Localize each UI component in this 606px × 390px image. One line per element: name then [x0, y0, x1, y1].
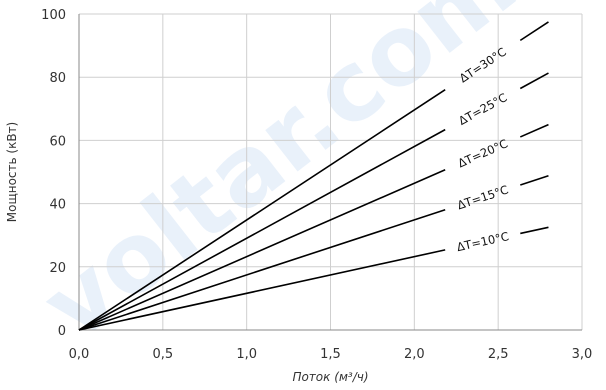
x-tick-label: 0,5 [152, 347, 173, 362]
axes [78, 14, 582, 331]
watermark-layer: voltar.com.ua [22, 0, 606, 362]
series-label: ΔT=10°C [455, 229, 510, 254]
series-line-segment [520, 175, 549, 186]
x-tick-label: 3,0 [572, 347, 593, 362]
series-line-segment [78, 128, 446, 331]
series-3 [78, 123, 549, 331]
y-axis-title: Мощность (кВт) [5, 122, 19, 223]
y-tick-label: 80 [49, 71, 66, 86]
x-tick-label: 2,5 [488, 347, 509, 362]
series-label: ΔT=15°C [455, 182, 510, 212]
series-line-segment [519, 72, 549, 90]
y-tick-label: 60 [49, 134, 66, 149]
series-lines [78, 21, 549, 331]
x-tick-label: 2,0 [404, 347, 425, 362]
series-2 [78, 72, 549, 331]
x-axis-title: Поток (м³/ч) [292, 370, 368, 384]
grid [78, 13, 583, 331]
series-line-segment [78, 89, 446, 331]
series-line-segment [78, 169, 446, 331]
series-label: ΔT=25°C [456, 90, 509, 128]
y-tick-label: 0 [58, 324, 66, 339]
series-line-segment [520, 226, 549, 235]
series-label: ΔT=20°C [456, 136, 510, 170]
y-tick-label: 100 [41, 8, 66, 23]
y-tick-label: 40 [49, 198, 66, 213]
tick-labels: 0,0 0,5 1,0 1,5 2,0 2,5 3,0 0 20 40 60 80 100 [41, 8, 592, 362]
series-4 [78, 175, 549, 331]
y-tick-label: 20 [49, 261, 66, 276]
series-5 [78, 226, 549, 331]
watermark-text: voltar.com.ua [22, 0, 606, 362]
x-tick-label: 1,0 [236, 347, 257, 362]
series-line-segment [519, 123, 549, 138]
series-labels: ΔT=30°CΔT=25°CΔT=20°CΔT=15°CΔT=10°C [455, 45, 510, 255]
x-tick-label: 0,0 [69, 347, 90, 362]
series-1 [78, 21, 549, 331]
x-tick-label: 1,5 [320, 347, 341, 362]
series-line-segment [78, 208, 446, 331]
series-line-segment [519, 21, 549, 42]
series-line-segment [78, 249, 446, 331]
